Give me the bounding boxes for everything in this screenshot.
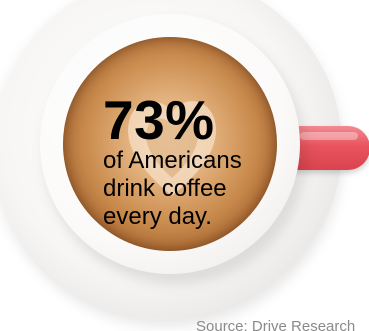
stat-caption: of Americans drink coffee every day.: [103, 147, 242, 230]
cup-handle-image: [290, 126, 369, 170]
source-credit: Source: Drive Research: [196, 318, 356, 331]
latte-art-heart-image: [127, 101, 217, 196]
stat-value: 73%: [103, 89, 215, 151]
stat-text-block: 73% of Americans drink coffee every day.: [103, 92, 278, 231]
